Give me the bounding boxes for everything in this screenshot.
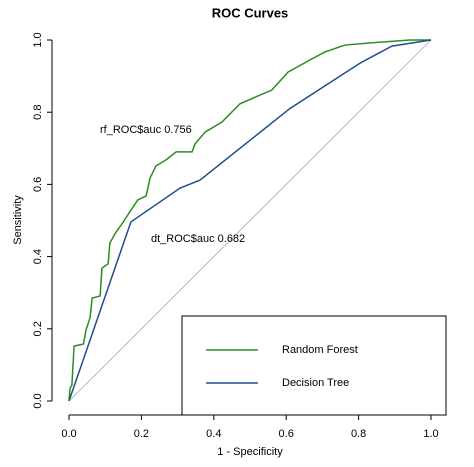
- x-tick-label: 0.4: [206, 428, 221, 440]
- x-tick-label: 0.0: [61, 428, 76, 440]
- x-axis-label: 1 - Specificity: [217, 446, 283, 458]
- legend-label: Decision Tree: [282, 377, 349, 389]
- y-tick-label: 0.2: [32, 321, 44, 336]
- roc-line: [68, 39, 432, 402]
- x-tick-label: 0.8: [351, 428, 366, 440]
- x-tick-label: 0.6: [279, 428, 294, 440]
- y-tick-label: 0.8: [32, 105, 44, 120]
- x-tick-label: 0.2: [134, 428, 149, 440]
- roc-line: [68, 39, 431, 402]
- y-tick-label: 0.0: [32, 393, 44, 408]
- annotation: rf_ROC$auc 0.756: [100, 124, 192, 136]
- legend-box: [181, 315, 447, 416]
- legend-label: Random Forest: [282, 344, 358, 356]
- annotation: dt_ROC$auc 0.682: [151, 233, 245, 245]
- y-tick-label: 0.6: [32, 177, 44, 192]
- chart-title: ROC Curves: [212, 5, 289, 20]
- reference-diagonal: [68, 39, 432, 402]
- x-tick-label: 1.0: [423, 428, 438, 440]
- y-axis-label: Sensitivity: [12, 195, 24, 245]
- y-tick-label: 1.0: [32, 32, 44, 47]
- y-tick-label: 0.4: [32, 249, 44, 264]
